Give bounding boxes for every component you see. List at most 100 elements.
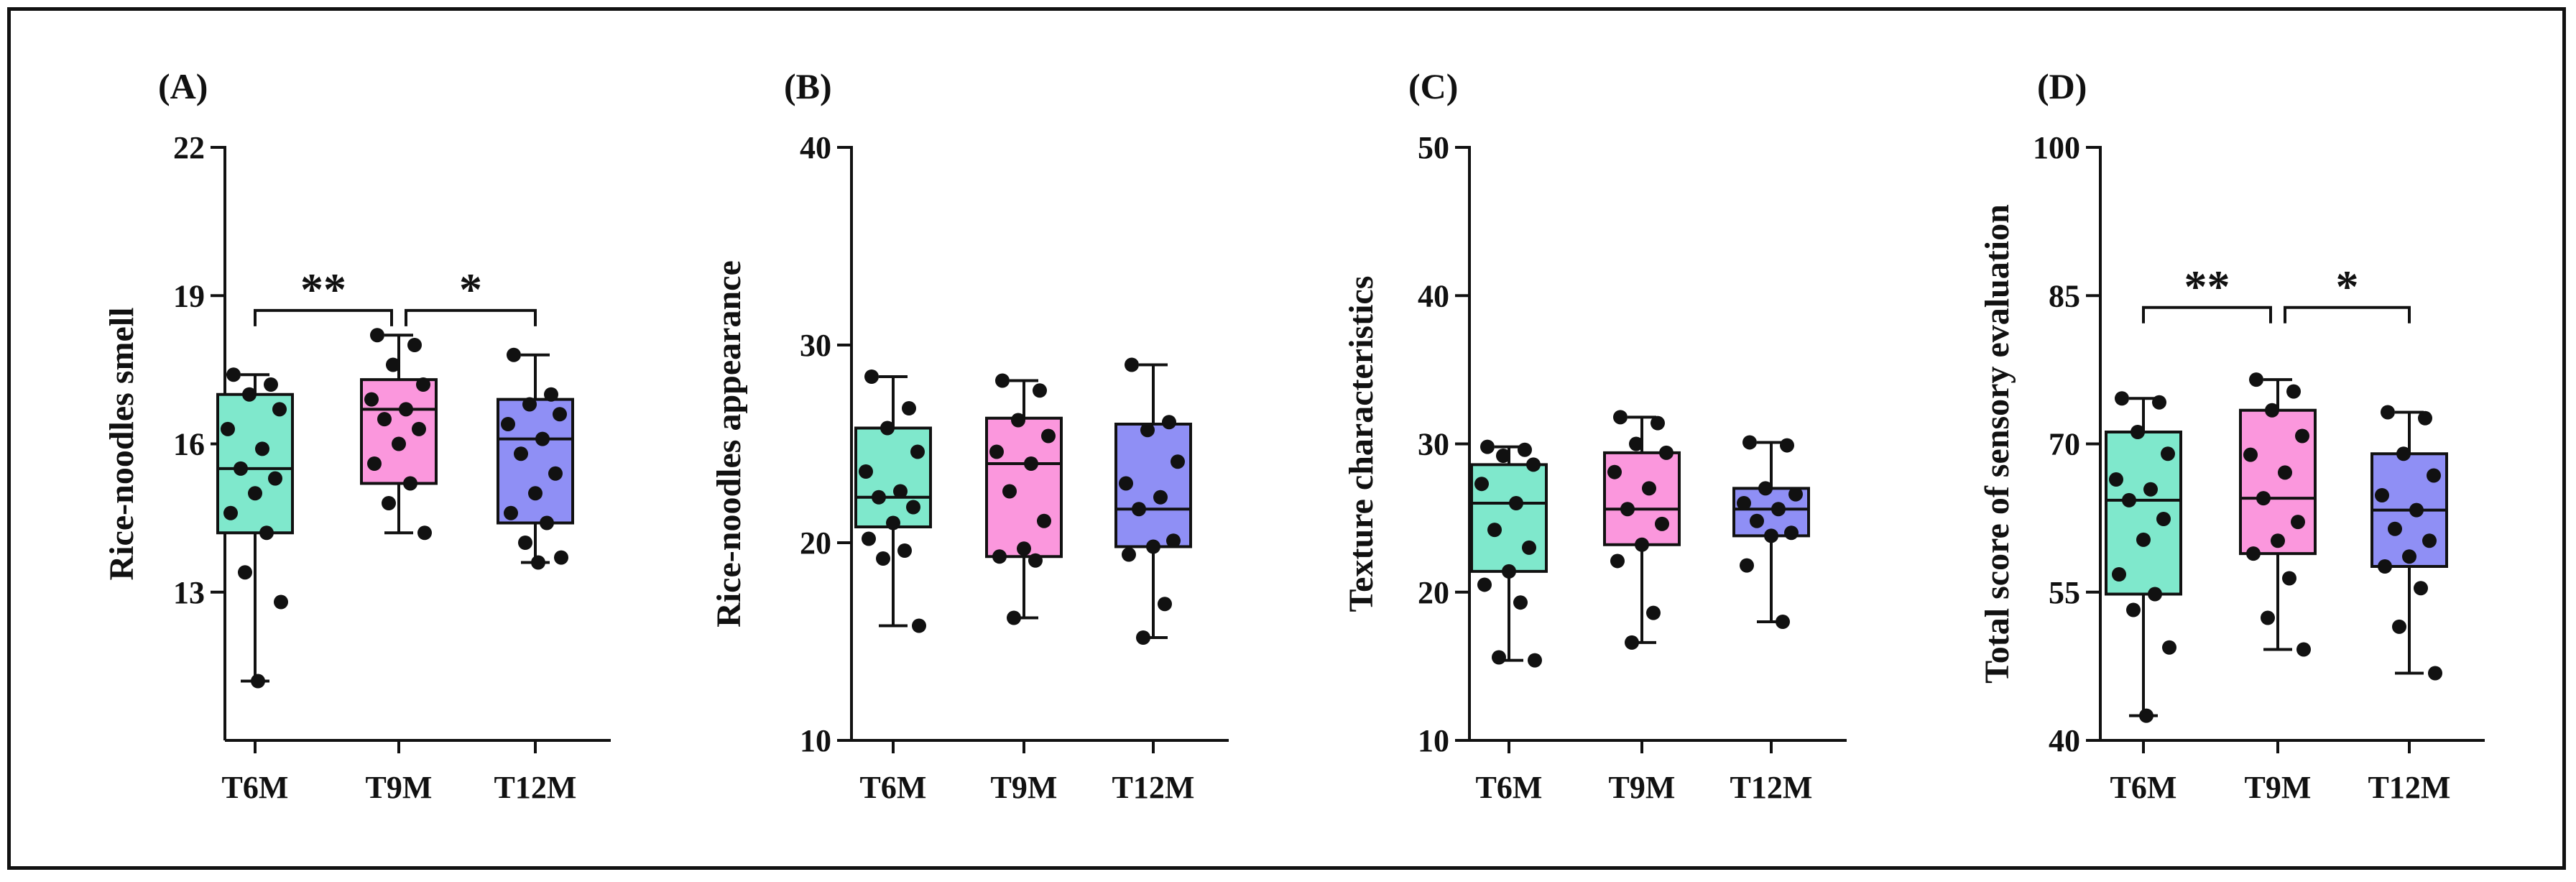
panel-d-data-point	[2388, 521, 2402, 536]
panel-a-data-point	[226, 367, 241, 382]
panel-a-y-tick-label: 19	[173, 278, 205, 313]
panel-a-data-point	[522, 397, 537, 412]
panel-d-data-point	[2392, 619, 2406, 634]
panel-d-data-point	[2414, 581, 2428, 596]
panel-b-data-point	[910, 444, 925, 459]
panel-c-data-point	[1646, 605, 1661, 620]
panel-b-data-point	[912, 618, 926, 633]
panel-d-data-point	[2261, 610, 2275, 625]
panel-d-label: (D)	[2037, 66, 2087, 106]
panel-c-data-point	[1480, 439, 1495, 454]
panel-d-data-point	[2112, 567, 2126, 582]
panel-c-data-point	[1607, 464, 1622, 479]
panel-c-data-point	[1651, 415, 1665, 431]
panel-d-category-label: T12M	[2368, 770, 2451, 805]
panel-c-data-point	[1610, 553, 1625, 569]
panel-b-y-tick-label: 30	[800, 328, 831, 363]
panel-c-data-point	[1625, 635, 1639, 650]
panel-b-y-tick-label: 10	[800, 723, 831, 758]
panel-d-data-point	[2161, 446, 2175, 461]
panel-a-data-point	[501, 417, 515, 431]
panel-b-data-point	[862, 531, 876, 546]
panel-d-data-point	[2143, 482, 2158, 497]
panel-d-data-point	[2246, 546, 2261, 561]
panel-a-data-point	[403, 476, 417, 491]
panel-b-data-point	[1136, 630, 1150, 645]
panel-d-data-point	[2375, 488, 2389, 502]
panel-b-y-tick-label: 20	[800, 525, 831, 561]
panel-c-data-point	[1655, 516, 1669, 531]
panel-a-data-point	[234, 461, 248, 476]
panel-b-data-point	[1017, 541, 1031, 556]
panel-b-data-point	[902, 401, 916, 415]
panel-b-data-point	[880, 421, 895, 436]
panel-b-data-point	[1119, 476, 1133, 491]
panel-d-data-point	[2139, 708, 2153, 723]
panel-c-data-point	[1477, 577, 1492, 592]
panel-c-data-point	[1659, 445, 1674, 460]
panel-b-data-point	[1166, 533, 1181, 548]
panel-b-data-point	[897, 543, 912, 558]
panel-d-significance-label: **	[2184, 261, 2230, 312]
panel-d-significance-bracket	[2142, 306, 2272, 323]
panel-d-data-point	[2378, 559, 2392, 574]
panel-b-data-point	[1158, 597, 1172, 612]
panel-a-category-label: T12M	[494, 770, 577, 805]
panel-a-data-point	[386, 357, 400, 372]
panel-d-data-point	[2249, 372, 2263, 387]
panel-a-data-point	[367, 456, 382, 471]
panel-c-data-point	[1788, 487, 1803, 502]
panel-c-data-point	[1740, 558, 1754, 573]
panel-c-y-tick-label: 20	[1418, 575, 1449, 610]
panel-a-data-point	[221, 421, 235, 436]
panel-d-data-point	[2427, 468, 2441, 483]
panel-b-data-point	[1033, 383, 1047, 398]
panel-d-data-point	[2422, 533, 2437, 548]
panel-a-data-point	[548, 466, 563, 481]
panel-d-data-point	[2115, 391, 2129, 406]
panel-a-y-tick-label: 22	[173, 130, 205, 165]
panel-b-y-tick-label: 40	[800, 130, 831, 165]
panel-a-y-tick-label: 16	[173, 427, 205, 462]
panel-d-category-label: T6M	[2110, 770, 2177, 805]
panel-a-data-point	[544, 387, 558, 402]
panel-b-data-point	[906, 500, 920, 515]
panel-a-data-point	[553, 407, 567, 422]
panel-c-data-point	[1629, 436, 1643, 451]
panel-c-data-point	[1492, 650, 1506, 665]
panel-b-data-point	[1002, 484, 1017, 499]
panel-a-data-point	[514, 446, 528, 461]
panel-b-data-point	[893, 484, 908, 499]
panel-a-data-point	[531, 555, 545, 570]
panel-c-data-point	[1509, 496, 1523, 510]
panel-d-data-point	[2402, 549, 2416, 564]
panel-a-significance-label: **	[300, 264, 346, 315]
panel-a-data-point	[540, 515, 554, 530]
panel-b-data-point	[1132, 502, 1146, 517]
panel-d-data-point	[2156, 512, 2171, 526]
panel-a-data-point	[554, 550, 568, 565]
panel-c-data-point	[1780, 438, 1794, 453]
panel-b-data-point	[989, 444, 1004, 459]
panel-a-data-point	[264, 377, 278, 392]
panel-a-data-point	[416, 377, 430, 392]
panel-c-data-point	[1620, 502, 1635, 517]
panel-c-data-point	[1613, 410, 1628, 425]
panel-d-data-point	[2265, 403, 2279, 418]
panel-c-y-tick-label: 10	[1418, 723, 1449, 758]
panel-c-category-label: T6M	[1476, 770, 1543, 805]
panel-c-data-point	[1764, 528, 1778, 543]
panel-a-data-point	[370, 328, 384, 343]
panel-d-significance-label: *	[2336, 261, 2359, 312]
panel-c-data-point	[1776, 615, 1790, 629]
panel-d-significance-bracket	[2284, 306, 2411, 323]
panel-d-y-axis-title: Total score of sensory evaluation	[1978, 204, 2016, 684]
panel-b-category-label: T12M	[1112, 770, 1195, 805]
panel-a-data-point	[251, 674, 265, 689]
panel-c-data-point	[1502, 564, 1516, 579]
panel-c-y-tick-label: 30	[1418, 427, 1449, 462]
panel-d-data-point	[2122, 492, 2136, 507]
panel-a-data-point	[392, 436, 406, 451]
panel-d-data-point	[2295, 428, 2309, 444]
panel-b-y-axis-title: Rice-noodles appearance	[710, 260, 748, 628]
